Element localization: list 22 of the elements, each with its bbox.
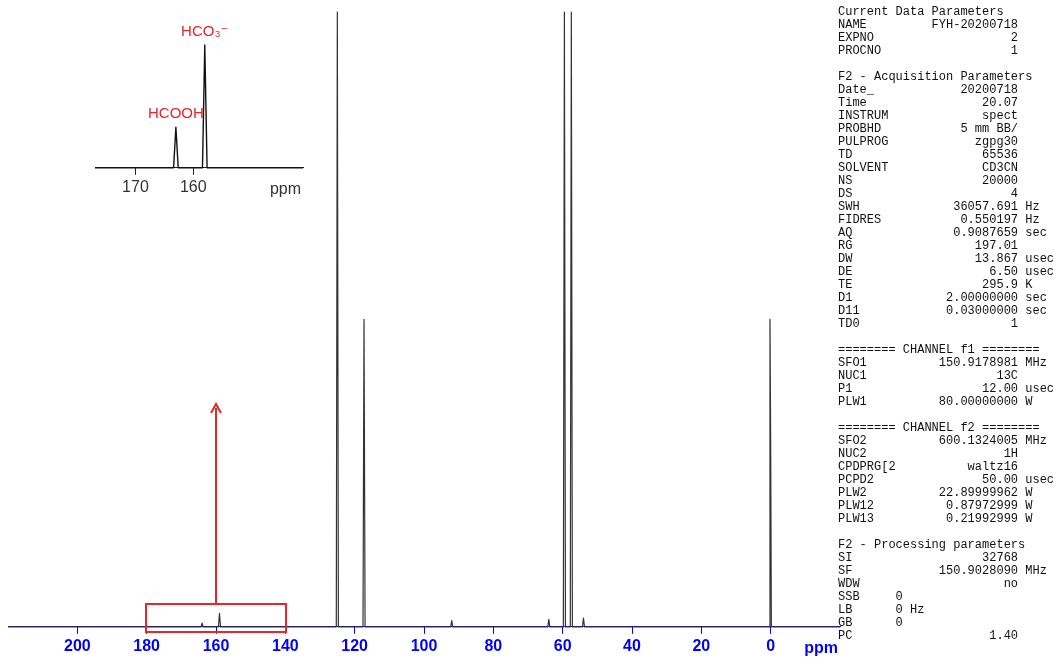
x-axis-title: ppm — [269, 180, 301, 198]
x-tick-label: 0 — [766, 636, 776, 654]
x-tick-label: 40 — [623, 636, 641, 654]
x-tick-label: 100 — [410, 636, 438, 654]
annotation: ======== CHANNEL f1 ======== SFO1 150.9178981 MHz NUC1 13C P1 12.00 usec PLW1 80.00000000 W — [838, 343, 1056, 409]
x-tick-label: 160 — [202, 636, 230, 654]
annotation: HCO₃⁻ — [181, 21, 229, 39]
x-tick-label: 120 — [341, 636, 369, 654]
x-tick-label: 60 — [553, 636, 572, 654]
annotation: Current Data Parameters NAME FYH-20200718 EXPNO 2 PROCNO 1 — [838, 5, 1020, 58]
annotation: ======== CHANNEL f2 ======== SFO2 600.1324005 MHz NUC2 1H CPDPRG[2 waltz16 PCPD2 50.00 usec PLW2 22.89999962 W PLW12 0.87972999 W PLW13 0.21992999 W — [838, 421, 1056, 526]
x-tick-label: 180 — [133, 636, 161, 654]
x-tick-label: 200 — [63, 636, 91, 654]
text: F2 - Acquisition Parameters Date_ 20200718 Time 20.07 INSTRUM spect PROBHD 5 mm BB/ PULPROG zgpg30 TD 65536 SOLVENT CD3CN NS 20000 DS 4 SWH 36057.691 Hz FIDRES 0.550197 Hz AQ 0.9087659 sec RG 197.01 DW 13.867 usec DE 6.50 usec TE 295.9 K D1 2.00000000 sec D11 0.03000000 sec TD0 1 — [838, 70, 1055, 331]
x-tick-label: 170 — [122, 177, 149, 195]
x-tick-label: 80 — [484, 636, 503, 654]
x-tick-label: 160 — [179, 177, 207, 195]
x-axis-title: ppm — [804, 639, 838, 657]
annotation: F2 - Processing parameters SI 32768 SF 150.9028090 MHz WDW no SSB 0 LB 0 Hz GB 0 PC 1.40 — [838, 538, 1048, 643]
x-tick-label: 140 — [271, 636, 299, 654]
annotation: HCOOH — [147, 103, 204, 121]
x-tick-label: 20 — [692, 636, 711, 654]
